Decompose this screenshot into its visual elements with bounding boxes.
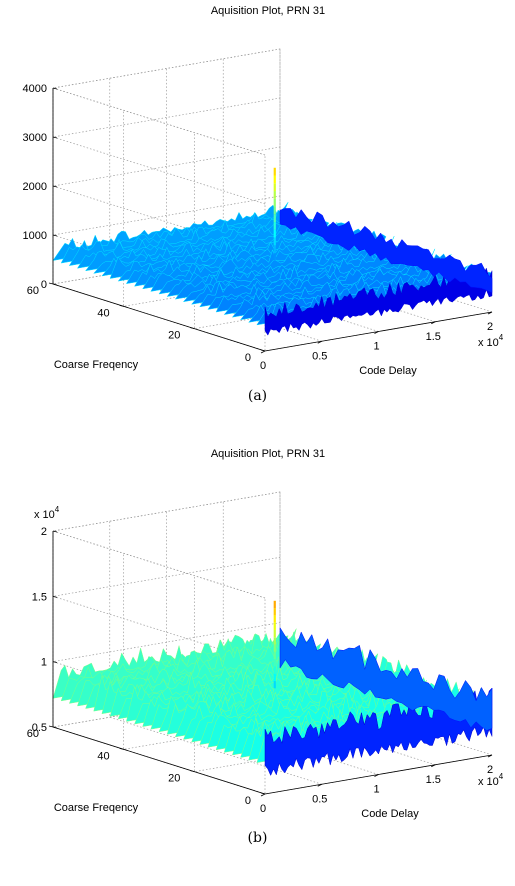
z-tick-label: 4000 bbox=[23, 83, 47, 95]
y-axis-label: Coarse Freqency bbox=[54, 359, 139, 371]
y-tick-label: 20 bbox=[168, 773, 180, 785]
y-tick bbox=[190, 327, 195, 330]
chart-title: Aquisition Plot, PRN 31 bbox=[211, 5, 325, 17]
x-exponent: x 104 bbox=[478, 772, 504, 788]
box-edge bbox=[52, 491, 281, 688]
x-tick-label: 0.5 bbox=[312, 350, 327, 362]
x-tick-label: 0 bbox=[260, 360, 266, 372]
y-tick-label: 60 bbox=[27, 285, 39, 297]
x-tick-label: 0 bbox=[260, 803, 266, 815]
y-tick-label: 40 bbox=[97, 750, 109, 762]
y-axis-line bbox=[52, 726, 266, 795]
x-tick-label: 1.5 bbox=[426, 774, 441, 786]
z-exponent: x 104 bbox=[34, 505, 60, 521]
grid-line-z bbox=[52, 97, 281, 205]
y-tick-label: 60 bbox=[27, 728, 39, 740]
grid-line-y bbox=[193, 132, 422, 330]
box-edge bbox=[52, 48, 281, 245]
chart-title: Aquisition Plot, PRN 31 bbox=[211, 448, 325, 460]
x-tick bbox=[374, 331, 379, 334]
x-tick bbox=[317, 783, 322, 787]
z-tick-label: 1.5 bbox=[32, 591, 47, 603]
x-tick bbox=[431, 764, 436, 768]
y-tick-label: 20 bbox=[168, 330, 180, 342]
z-tick-label: 1000 bbox=[23, 230, 47, 242]
y-tick-label: 0 bbox=[245, 795, 251, 807]
x-tick bbox=[487, 311, 493, 315]
z-tick-label: 0.5 bbox=[32, 722, 47, 734]
z-tick-label: 1 bbox=[41, 657, 47, 669]
surface-front-skirt bbox=[264, 267, 493, 336]
z-tick-label: 3000 bbox=[23, 132, 47, 144]
x-tick bbox=[260, 793, 266, 797]
z-tick bbox=[52, 726, 58, 729]
z-tick-label: 0 bbox=[41, 279, 47, 291]
x-axis-label: Code Delay bbox=[361, 808, 419, 820]
axes bbox=[48, 530, 493, 797]
y-tick-label: 40 bbox=[97, 307, 109, 319]
y-tick bbox=[48, 725, 54, 728]
grid-line-z bbox=[52, 556, 281, 664]
x-tick-label: 1.5 bbox=[426, 331, 441, 343]
x-tick-label: 2 bbox=[487, 764, 493, 776]
x-tick bbox=[260, 350, 266, 354]
y-axis-line bbox=[52, 283, 266, 352]
y-tick bbox=[260, 349, 266, 352]
y-tick bbox=[48, 282, 54, 285]
x-tick bbox=[431, 321, 436, 325]
z-tick bbox=[52, 136, 58, 139]
x-axis-label: Code Delay bbox=[359, 365, 417, 377]
axes bbox=[48, 87, 493, 354]
z-tick-label: 2 bbox=[41, 526, 47, 538]
x-tick-label: 2 bbox=[487, 321, 493, 333]
z-tick bbox=[52, 87, 58, 90]
y-axis-label: Coarse Freqency bbox=[54, 802, 139, 814]
x-tick-label: 1 bbox=[373, 341, 379, 353]
surface-right-skirt bbox=[279, 208, 493, 293]
z-tick bbox=[52, 661, 58, 664]
x-tick bbox=[487, 754, 493, 758]
chart-panel-b: Aquisition Plot, PRN 31 x 104 0 0.5 1 1.5 2 0… bbox=[0, 443, 515, 855]
surface bbox=[52, 167, 493, 336]
z-tick bbox=[52, 185, 58, 188]
z-tick-label: 2000 bbox=[23, 181, 47, 193]
x-tick-label: 0.5 bbox=[312, 793, 327, 805]
z-tick bbox=[52, 595, 58, 598]
surface-plot-b: Aquisition Plot, PRN 31 x 104 00.511.520… bbox=[27, 448, 504, 820]
grid-line-y bbox=[123, 110, 351, 307]
z-tick bbox=[52, 234, 58, 237]
z-tick bbox=[52, 530, 58, 533]
z-tick bbox=[52, 283, 58, 286]
x-tick-label: 1 bbox=[373, 784, 379, 796]
surface-right-skirt bbox=[279, 626, 493, 731]
y-tick bbox=[119, 747, 124, 750]
caption-b: (b) bbox=[247, 830, 268, 846]
y-tick bbox=[260, 792, 266, 795]
y-tick-label: 0 bbox=[245, 352, 251, 364]
y-tick bbox=[119, 304, 124, 307]
y-tick bbox=[190, 770, 195, 773]
surface-plot-a: Aquisition Plot, PRN 31 00.511.520204060… bbox=[23, 5, 504, 377]
x-tick bbox=[374, 774, 379, 777]
chart-panel-a: Aquisition Plot, PRN 31 0 0.5 1 1.5 2 0 20 40 60… bbox=[0, 0, 515, 412]
x-exponent: x 104 bbox=[478, 333, 504, 349]
caption-a: (a) bbox=[247, 388, 268, 404]
x-tick bbox=[317, 340, 322, 344]
surface bbox=[52, 600, 493, 777]
